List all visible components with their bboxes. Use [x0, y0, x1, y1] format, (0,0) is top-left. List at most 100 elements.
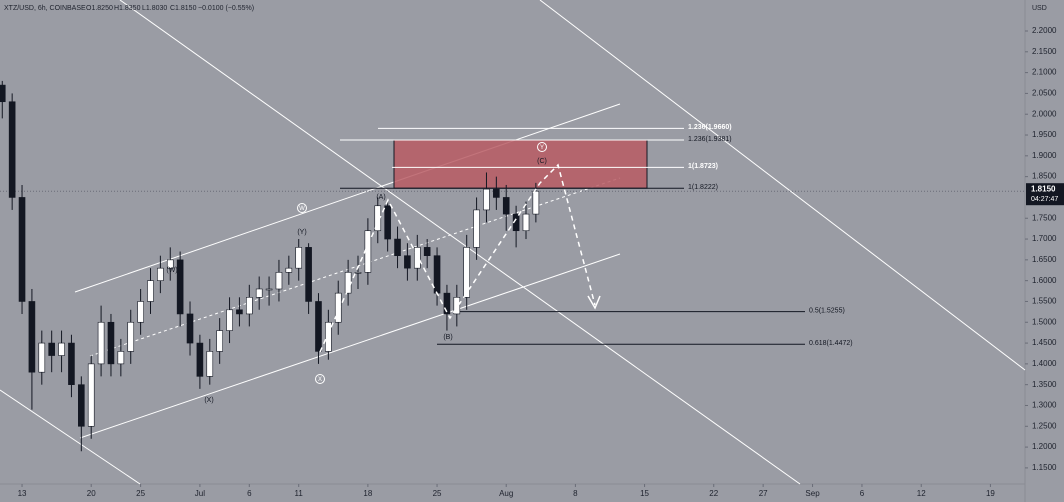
x-tick-label: 25 [136, 489, 145, 498]
x-tick-label: Jul [195, 489, 205, 498]
y-tick-label: 2.1500 [1032, 47, 1057, 56]
candle-body [413, 247, 421, 269]
y-tick-label: 2.2000 [1032, 26, 1057, 35]
x-tick-label: Sep [805, 489, 820, 498]
candle-body [493, 188, 500, 198]
fib-label: 1(1.8222) [688, 184, 718, 191]
price-tag-countdown: 04:27:47 [1031, 196, 1058, 203]
candle-body [87, 363, 95, 427]
y-tick-label: 1.3000 [1032, 401, 1057, 410]
target-zone [393, 139, 648, 189]
candle-body [473, 209, 480, 248]
candle-body [522, 213, 530, 232]
chart-title: XTZ/USD, 6h, COINBASE [4, 5, 86, 12]
candle-body [453, 296, 461, 315]
fib-label: 1(1.8723) [688, 163, 718, 170]
fib-label: 1.236(1.9381) [688, 136, 732, 143]
candle-body [68, 342, 75, 385]
x-tick-label: 6 [247, 489, 252, 498]
candle-body [325, 321, 332, 352]
wave-label: (X) [204, 397, 213, 404]
y-tick-label: 1.2000 [1032, 442, 1057, 451]
y-tick-label: 1.9000 [1032, 151, 1057, 160]
candle-body [97, 321, 105, 365]
candle-body [502, 197, 510, 215]
trendline [539, 0, 1026, 371]
candle-body [246, 296, 253, 315]
wave-projection [319, 163, 596, 353]
y-tick-label: 1.5500 [1032, 297, 1057, 306]
x-tick-label: 20 [87, 489, 96, 498]
candle-body [137, 301, 144, 323]
candle-body [295, 247, 303, 269]
y-tick-label: 1.9500 [1032, 130, 1057, 139]
x-tick-label: 18 [363, 489, 372, 498]
candle-body [196, 342, 204, 377]
candle-body [433, 255, 441, 294]
candle-body [216, 330, 223, 352]
candle-body [285, 267, 293, 273]
y-tick-label: 1.2500 [1032, 421, 1057, 430]
y-tick-label: 2.0500 [1032, 89, 1057, 98]
candle-body [18, 197, 26, 302]
ohlc-open: O1.8250 [86, 5, 113, 12]
candle-body [364, 230, 372, 273]
axis-unit: USD [1032, 5, 1047, 12]
ohlc-change: −0.0100 (−0.55%) [198, 5, 254, 12]
candle-body [226, 309, 233, 331]
wave-label: (Y) [297, 229, 306, 236]
circled-wave-label: Y [540, 145, 544, 151]
y-tick-label: 1.6500 [1032, 255, 1057, 264]
trendline [119, 0, 801, 485]
candle-body [265, 288, 273, 291]
candle-body [186, 313, 194, 344]
candle-body [8, 101, 16, 198]
candle-body [107, 321, 115, 365]
candle-body [354, 272, 362, 274]
marks [0, 80, 1025, 452]
candle-body [423, 247, 431, 256]
candle-body [305, 247, 312, 302]
ohlc-low: L1.8030 [142, 5, 167, 12]
trendlines [0, 0, 1026, 485]
wave-label: (C) [537, 158, 547, 165]
ohlc-high: H1.8350 [114, 5, 141, 12]
candle-body [28, 301, 36, 373]
candle-body [157, 267, 164, 281]
candle-body [38, 342, 46, 373]
y-tick-label: 2.0000 [1032, 109, 1057, 118]
x-tick-label: 15 [640, 489, 649, 498]
y-tick-label: 1.5000 [1032, 317, 1057, 326]
y-tick-label: 1.7500 [1032, 213, 1057, 222]
candle-body [176, 259, 184, 315]
candle-body [78, 384, 85, 427]
fib-label: 0.5(1.5255) [809, 307, 845, 314]
y-tick-label: 1.7000 [1032, 234, 1057, 243]
candle-body [443, 292, 451, 315]
wave-label: (B) [443, 334, 452, 341]
candle-body [255, 288, 263, 298]
candle-body [275, 272, 283, 290]
x-tick-label: Aug [499, 489, 513, 498]
x-tick-label: 11 [295, 489, 304, 498]
wave-circle [297, 203, 307, 213]
candle-body [315, 301, 322, 352]
candle-body [206, 351, 214, 377]
candle-body [127, 321, 135, 352]
candle-body [58, 342, 65, 356]
fib-label: 1.236(1.9660) [688, 124, 732, 131]
candle-body [334, 292, 342, 323]
fib-label: 0.618(1.4472) [809, 340, 853, 347]
candle-body [374, 205, 382, 232]
candle-body [384, 205, 391, 240]
x-tick-label: 22 [709, 489, 718, 498]
x-tick-label: 25 [433, 489, 442, 498]
y-tick-label: 1.4500 [1032, 338, 1057, 347]
candle-body [404, 255, 411, 269]
candle-body [147, 280, 154, 302]
channel-line [79, 253, 621, 439]
y-tick-label: 1.8500 [1032, 172, 1057, 181]
wave-label: (W) [166, 267, 177, 274]
candle-body [236, 309, 243, 315]
